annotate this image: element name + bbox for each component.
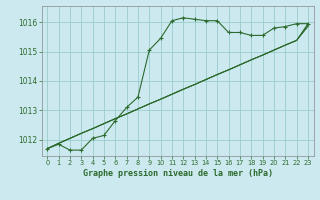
X-axis label: Graphe pression niveau de la mer (hPa): Graphe pression niveau de la mer (hPa) (83, 169, 273, 178)
